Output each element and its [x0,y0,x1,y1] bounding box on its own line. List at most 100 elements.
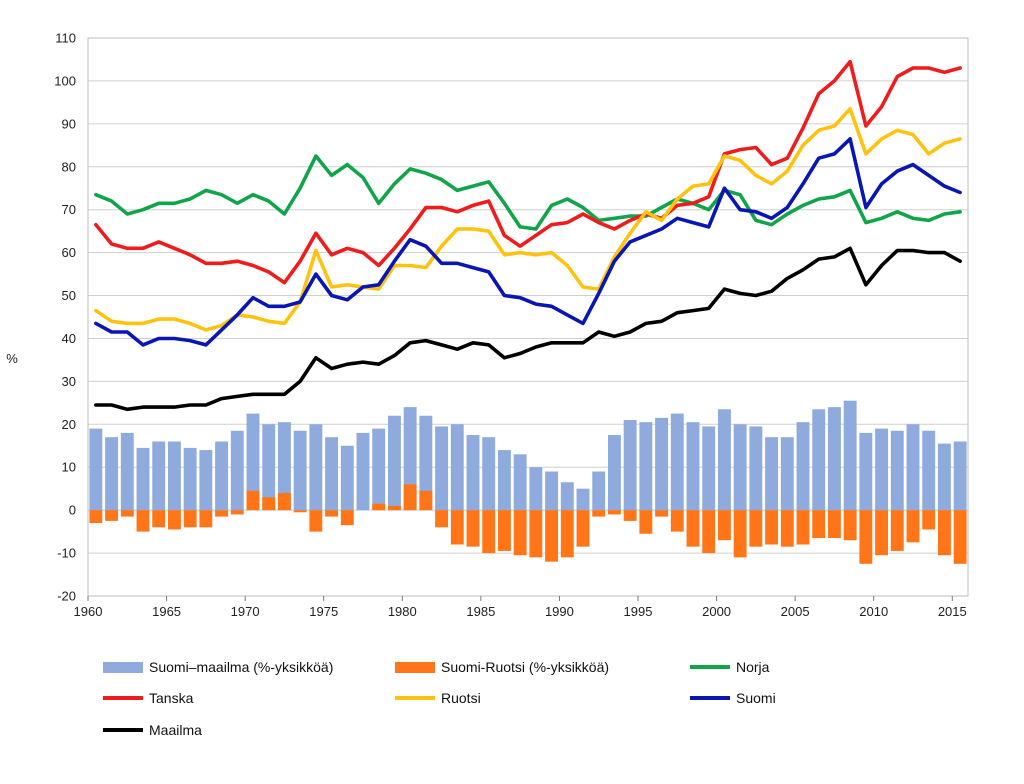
bar-suomi-maailma [780,437,794,511]
x-tick-label: 1990 [545,604,574,619]
y-tick-label: 20 [62,417,76,432]
x-tick-label: 1985 [466,604,495,619]
x-tick-label: 1980 [388,604,417,619]
bar-suomi-ruotsi [387,505,401,511]
bar-suomi-ruotsi [749,510,763,547]
bar-suomi-maailma [670,413,684,511]
bar-suomi-ruotsi [859,510,873,564]
bar-suomi-ruotsi [686,510,700,547]
bar-suomi-maailma [482,437,496,511]
bar-suomi-ruotsi [875,510,889,556]
bar-suomi-maailma [152,441,166,511]
bar-suomi-ruotsi [812,510,826,539]
bar-suomi-ruotsi [576,510,590,547]
bar-suomi-ruotsi [545,510,559,562]
bar-suomi-maailma [702,426,716,511]
bar-suomi-maailma [812,409,826,511]
bar-suomi-maailma [686,422,700,511]
y-tick-label: -10 [57,546,76,561]
y-tick-label: 110 [55,31,76,46]
line-suomi [94,137,962,347]
bar-suomi-ruotsi [953,510,967,564]
bar-suomi-maailma [749,426,763,511]
bar-suomi-maailma [293,430,307,511]
line-tanska [94,59,962,285]
bar-suomi-maailma [419,415,433,511]
bar-suomi-ruotsi [105,510,119,521]
bar-suomi-ruotsi [183,510,197,528]
bar-suomi-maailma [497,450,511,511]
bar-suomi-ruotsi [262,497,276,511]
bar-suomi-maailma [592,471,606,511]
y-tick-label: 50 [62,288,76,303]
y-tick-label: -20 [57,589,76,604]
bar-suomi-ruotsi [199,510,213,528]
bar-suomi-maailma [325,437,339,511]
bar-suomi-maailma [215,441,229,511]
bar-suomi-maailma [576,488,590,511]
bar-suomi-ruotsi [435,510,449,528]
bar-suomi-ruotsi [120,510,134,517]
x-tick-label: 1965 [152,604,181,619]
bar-suomi-maailma [262,424,276,511]
bar-suomi-ruotsi [372,503,386,511]
bar-suomi-maailma [529,467,543,511]
x-tick-label: 1960 [74,604,103,619]
bar-suomi-maailma [733,424,747,511]
bar-suomi-maailma [246,413,260,511]
bar-suomi-maailma [89,428,103,511]
bar-suomi-ruotsi [167,510,181,530]
y-tick-label: 40 [62,331,76,346]
y-axis-label: % [6,351,18,366]
bar-suomi-ruotsi [513,510,527,556]
bar-suomi-ruotsi [780,510,794,547]
bar-suomi-ruotsi [529,510,543,558]
bar-suomi-ruotsi [592,510,606,517]
bar-suomi-maailma [937,443,951,511]
bar-suomi-ruotsi [560,510,574,558]
bar-suomi-ruotsi [230,510,244,515]
bar-suomi-maailma [922,430,936,511]
x-tick-label: 1975 [309,604,338,619]
x-tick-label: 1970 [231,604,260,619]
y-tick-label: 10 [62,460,76,475]
bar-suomi-ruotsi [293,510,307,513]
bar-suomi-maailma [105,437,119,511]
bar-suomi-ruotsi [325,510,339,517]
bar-suomi-maailma [120,432,134,511]
bar-suomi-ruotsi [450,510,464,545]
y-tick-label: 80 [62,159,76,174]
bar-suomi-ruotsi [152,510,166,528]
bar-suomi-ruotsi [765,510,779,545]
bar-suomi-maailma [356,432,370,511]
x-tick-label: 2015 [938,604,967,619]
bar-suomi-maailma [183,447,197,511]
bar-suomi-maailma [875,428,889,511]
bar-suomi-maailma [717,409,731,511]
bar-suomi-maailma [199,450,213,511]
bar-suomi-ruotsi [670,510,684,532]
y-tick-label: 100 [54,73,76,88]
x-tick-label: 2010 [859,604,888,619]
y-tick-label: 30 [62,374,76,389]
axes: -20 -10 0 10 20 30 40 50 60 70 80 90 100 110 1960 1965 1… [54,31,969,619]
bar-suomi-maailma [136,447,150,511]
bar-suomi-maailma [796,422,810,511]
bar-suomi-ruotsi [639,510,653,534]
bar-suomi-maailma [450,424,464,511]
y-tick-label: 90 [62,116,76,131]
bar-suomi-ruotsi [482,510,496,554]
line-norja [94,154,962,231]
bar-suomi-ruotsi [623,510,637,521]
bar-suomi-ruotsi [717,510,731,541]
bar-suomi-ruotsi [827,510,841,539]
line-series [94,59,962,412]
x-tick-label: 1995 [624,604,653,619]
x-tick-label: 2005 [781,604,810,619]
bar-suomi-maailma [827,407,841,511]
y-tick-label: 0 [69,503,76,518]
bar-suomi-ruotsi [843,510,857,541]
bar-suomi-ruotsi [796,510,810,545]
bar-suomi-ruotsi [937,510,951,556]
